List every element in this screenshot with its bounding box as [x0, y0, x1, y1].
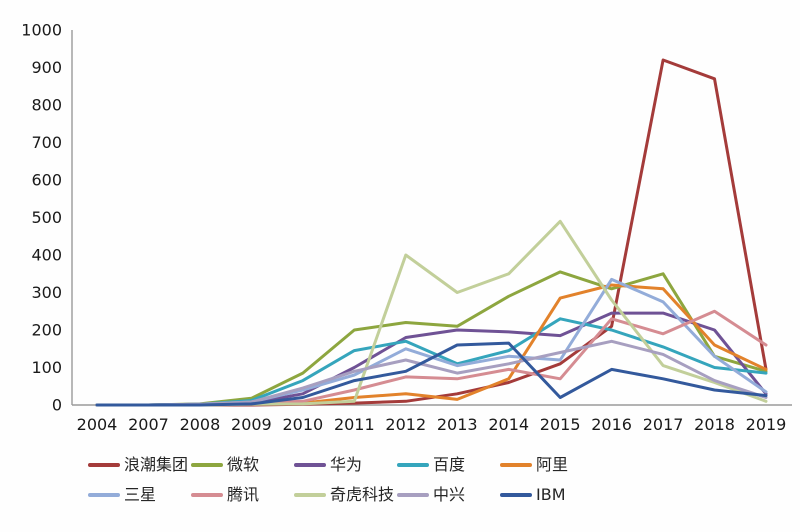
y-tick-label: 300 — [31, 283, 62, 302]
y-tick-label: 600 — [31, 171, 62, 190]
y-tick-label: 200 — [31, 321, 62, 340]
legend-label: 阿里 — [536, 455, 569, 474]
x-tick-label: 2016 — [591, 415, 632, 434]
x-tick-label: 2018 — [694, 415, 735, 434]
x-tick-label: 2011 — [334, 415, 375, 434]
y-tick-label: 900 — [31, 58, 62, 77]
legend-swatch-icon — [500, 493, 532, 497]
x-tick-label: 2008 — [180, 415, 221, 434]
x-tick-label: 2019 — [746, 415, 787, 434]
legend-item-7: 奇虎科技 — [294, 487, 397, 503]
legend-label: 微软 — [227, 455, 260, 474]
legend-swatch-icon — [191, 463, 223, 467]
legend-label: 腾讯 — [227, 485, 260, 504]
x-tick-label: 2017 — [643, 415, 684, 434]
y-tick-label: 1000 — [21, 21, 62, 40]
x-tick-label: 2007 — [128, 415, 169, 434]
legend-item-0: 浪潮集团 — [88, 457, 191, 473]
series-line-5 — [95, 277, 768, 407]
legend-swatch-icon — [397, 463, 429, 467]
legend-label: 华为 — [330, 455, 363, 474]
legend-swatch-icon — [88, 493, 120, 497]
x-tick-label: 2015 — [540, 415, 581, 434]
legend-item-8: 中兴 — [397, 487, 500, 503]
legend-label: 奇虎科技 — [330, 485, 395, 504]
legend-label: 中兴 — [433, 485, 466, 504]
legend-label: IBM — [536, 485, 566, 504]
legend-item-9: IBM — [500, 487, 603, 503]
legend-swatch-icon — [500, 463, 532, 467]
legend-item-1: 微软 — [191, 457, 294, 473]
legend-swatch-icon — [294, 493, 326, 497]
legend-item-2: 华为 — [294, 457, 397, 473]
y-tick-label: 0 — [52, 396, 62, 415]
plot-area: 0 100 200 300 400 500 600 700 800 900 1000 2004 2007… — [21, 21, 792, 434]
legend-label: 三星 — [124, 485, 157, 504]
x-tick-label: 2013 — [437, 415, 478, 434]
x-tick-label: 2014 — [488, 415, 529, 434]
legend: 浪潮集团 微软 华为 百度 阿里三星 腾讯 奇虎科技 中兴 IBM — [88, 450, 788, 510]
legend-item-4: 阿里 — [500, 457, 603, 473]
legend-label: 百度 — [433, 455, 466, 474]
legend-swatch-icon — [191, 493, 223, 497]
legend-label: 浪潮集团 — [124, 455, 189, 474]
y-tick-label: 800 — [31, 96, 62, 115]
legend-swatch-icon — [88, 463, 120, 467]
y-tick-label: 400 — [31, 246, 62, 265]
legend-item-6: 腾讯 — [191, 487, 294, 503]
legend-item-3: 百度 — [397, 457, 500, 473]
x-tick-label: 2010 — [282, 415, 323, 434]
x-tick-label: 2009 — [231, 415, 272, 434]
y-tick-label: 500 — [31, 208, 62, 227]
x-tick-label: 2004 — [77, 415, 118, 434]
y-tick-label: 100 — [31, 358, 62, 377]
legend-swatch-icon — [294, 463, 326, 467]
series-line-9 — [95, 341, 768, 407]
y-tick-label: 700 — [31, 133, 62, 152]
legend-swatch-icon — [397, 493, 429, 497]
x-tick-label: 2012 — [385, 415, 426, 434]
legend-item-5: 三星 — [88, 487, 191, 503]
